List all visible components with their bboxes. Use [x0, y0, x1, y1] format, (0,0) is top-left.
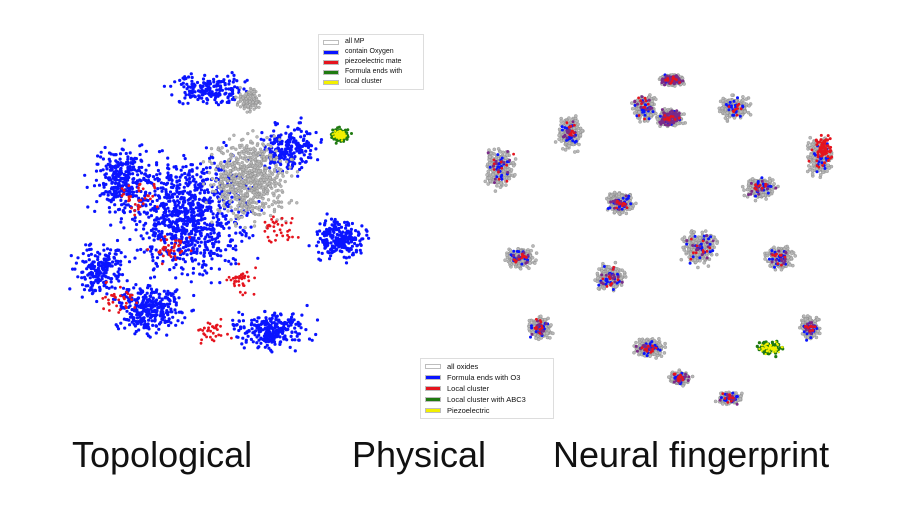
legend-entry: Formula ends with	[323, 67, 419, 77]
legend-entry: contain Oxygen	[323, 47, 419, 57]
legend-label: Formula ends with O3	[447, 373, 521, 382]
legend-swatch	[425, 408, 441, 413]
legend-entry: piezoelectric mate	[323, 57, 419, 67]
topological-scatter-plot	[68, 71, 371, 354]
red-point-cluster	[513, 252, 528, 264]
legend-label: piezoelectric mate	[345, 58, 402, 65]
red-point-cluster	[492, 152, 515, 183]
red-point-cluster	[672, 372, 685, 383]
legend-label: contain Oxygen	[345, 48, 394, 55]
caption-topological: Topological	[72, 434, 253, 475]
legend-entry: all MP	[323, 37, 419, 47]
legend-label: all oxides	[447, 362, 479, 371]
red-point-cluster	[146, 235, 193, 266]
topological-legend: all MP contain Oxygen piezoelectric mate Fo…	[318, 34, 424, 90]
legend-label: Piezoelectric	[447, 406, 490, 415]
legend-label: all MP	[345, 38, 365, 45]
blue-point-cluster	[231, 303, 320, 354]
legend-entry: Local cluster	[425, 383, 549, 394]
grey-island	[740, 176, 780, 203]
red-point-cluster	[601, 265, 620, 288]
blue-point-cluster	[307, 212, 371, 265]
legend-swatch	[323, 59, 339, 65]
neural-fingerprint-scatter-plot	[483, 73, 834, 407]
legend-swatch	[323, 49, 339, 55]
red-point-cluster	[753, 182, 768, 191]
blue-point-cluster	[113, 283, 195, 339]
blue-point-cluster	[162, 71, 252, 107]
purple-point-cluster	[685, 234, 715, 260]
legend-swatch	[425, 375, 441, 380]
caption-physical: Physical	[352, 434, 487, 475]
red-point-cluster	[120, 182, 159, 217]
red-point-cluster	[225, 262, 257, 297]
legend-entry: Local cluster with ABC3	[425, 394, 549, 405]
legend-swatch	[323, 69, 339, 75]
red-point-cluster	[727, 102, 743, 117]
legend-label: Formula ends with	[345, 68, 403, 75]
legend-swatch	[425, 386, 441, 391]
legend-entry: Piezoelectric	[425, 405, 549, 416]
red-point-cluster	[565, 121, 576, 137]
legend-entry: all oxides	[425, 361, 549, 372]
red-point-cluster	[664, 75, 681, 85]
blue-point-cluster	[68, 242, 129, 304]
legend-swatch	[323, 79, 339, 85]
legend-label: Local cluster	[447, 384, 490, 393]
grey-point-cluster	[234, 86, 262, 114]
purple-point-cluster	[633, 95, 654, 112]
purple-point-cluster	[486, 150, 512, 185]
legend-swatch	[323, 39, 339, 45]
red-point-cluster	[640, 344, 658, 354]
yellow-point-cluster	[758, 340, 784, 356]
legend-label: Local cluster with ABC3	[447, 395, 526, 404]
red-point-cluster	[689, 237, 712, 261]
red-point-cluster	[814, 133, 834, 165]
caption-neural-fingerprint: Neural fingerprint	[553, 434, 830, 475]
red-point-cluster	[637, 96, 650, 121]
red-point-cluster	[533, 317, 544, 335]
red-point-cluster	[803, 324, 817, 333]
blue-point-cluster	[115, 140, 264, 298]
red-point-cluster	[721, 392, 735, 404]
red-point-cluster	[101, 280, 138, 314]
legend-entry: local cluster	[323, 77, 419, 87]
legend-swatch	[425, 397, 441, 402]
red-point-cluster	[615, 199, 629, 210]
red-point-cluster	[663, 114, 681, 122]
grey-point-cluster	[201, 129, 300, 230]
legend-entry: Formula ends with O3	[425, 372, 549, 383]
purple-point-cluster	[770, 249, 788, 265]
legend-label: local cluster	[345, 78, 382, 85]
legend-swatch	[425, 364, 441, 369]
red-point-cluster	[263, 215, 300, 244]
red-point-cluster	[197, 317, 233, 345]
yellow-point-cluster	[331, 129, 347, 142]
red-point-cluster	[771, 252, 787, 267]
neural-fingerprint-legend: all oxides Formula ends with O3 Local clus…	[420, 358, 554, 419]
